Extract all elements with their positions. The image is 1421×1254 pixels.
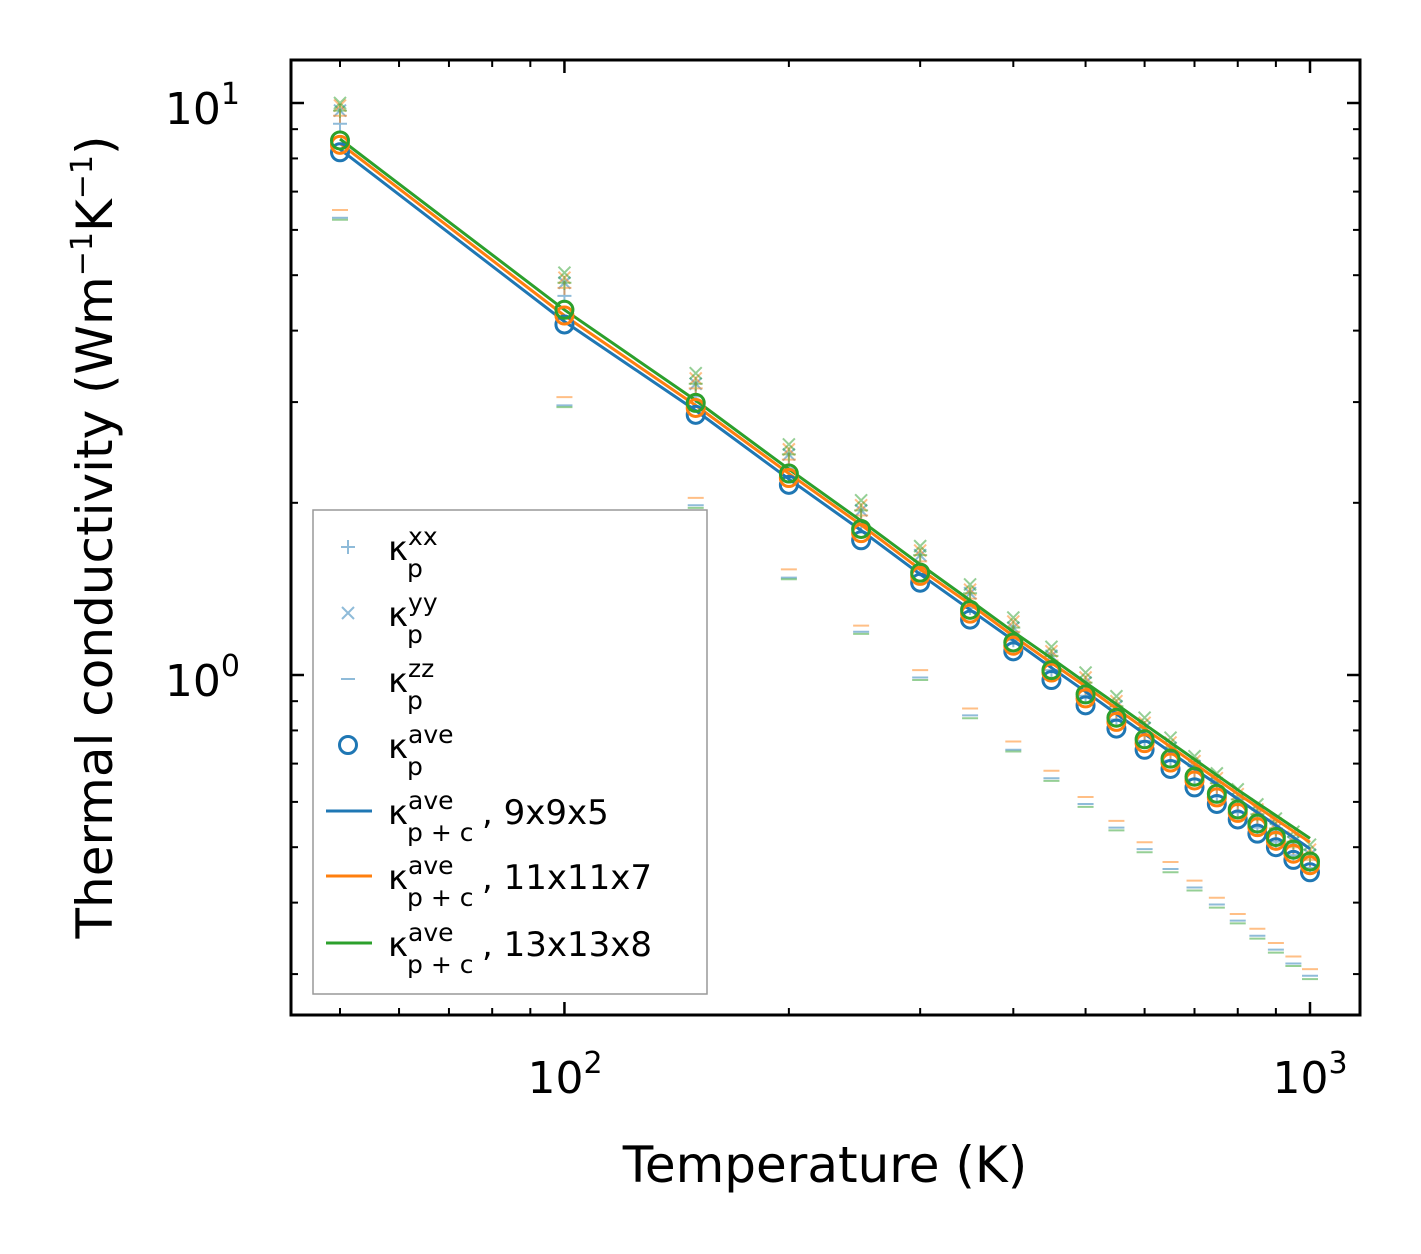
point-kyy-13x13x8-500: [1078, 665, 1093, 680]
point-kyy-13x13x8-350: [963, 577, 977, 592]
point-kave-11x11x7-100: [554, 305, 575, 326]
point-kave-13x13x8-250: [851, 518, 872, 539]
x-axis-label: Temperature (K): [622, 1136, 1027, 1194]
point-kave-9x9x5-100: [554, 314, 575, 335]
point-kave-9x9x5-650: [1160, 758, 1181, 779]
point-kave-9x9x5-550: [1106, 718, 1127, 739]
point-kave-13x13x8-800: [1227, 799, 1248, 820]
point-kave-9x9x5-200: [778, 474, 799, 495]
circles-kave-9x9x5: [330, 142, 1320, 883]
legend-marker-x: [341, 606, 355, 620]
legend-marker-plus: [341, 540, 355, 554]
point-kave-9x9x5-800: [1227, 809, 1248, 830]
point-kave-13x13x8-500: [1075, 684, 1096, 705]
point-kxx-13x13x8-100: [557, 275, 572, 290]
x-tick-label-100: 102: [527, 1046, 602, 1104]
point-kave-9x9x5-1000: [1300, 862, 1320, 883]
point-kave-13x13x8-450: [1041, 660, 1062, 681]
point-kyy-13x13x8-200: [782, 437, 796, 452]
point-kave-9x9x5-350: [960, 609, 981, 630]
legend-label-kzz: κzz p: [388, 654, 434, 715]
point-kave-9x9x5-150: [685, 404, 706, 425]
line-kpc-11x11x7: [339, 142, 1311, 844]
point-kave-13x13x8-100: [554, 299, 575, 320]
point-kave-13x13x8-200: [778, 463, 799, 484]
point-kave-13x13x8-850: [1247, 813, 1268, 834]
legend-label-kxx: κxx p: [388, 522, 438, 583]
point-kave-9x9x5-50: [330, 142, 350, 163]
point-kxx-13x13x8-200: [781, 447, 796, 462]
point-kave-13x13x8-750: [1206, 783, 1227, 804]
point-kave-9x9x5-400: [1003, 641, 1024, 662]
legend-marker-circle: [338, 735, 358, 755]
point-kave-9x9x5-300: [910, 572, 931, 593]
point-kave-13x13x8-150: [685, 392, 706, 413]
point-kyy-13x13x8-250: [854, 493, 868, 508]
point-kave-13x13x8-1000: [1300, 851, 1320, 872]
legend-label-kave: κave p: [388, 720, 454, 781]
y-axis-label: Thermal conductivity (Wm−1K−1): [65, 136, 124, 940]
point-kxx-13x13x8-150: [688, 376, 703, 391]
point-kxx-13x13x8-300: [913, 548, 928, 563]
point-kxx-13x13x8-50: [333, 103, 347, 118]
legend-label-kpc-3: κave p + c, 13x13x8: [388, 918, 652, 979]
point-kave-9x9x5-500: [1075, 695, 1096, 716]
point-kave-13x13x8-400: [1003, 632, 1024, 653]
legend-label-kyy: κyy p: [388, 588, 438, 649]
point-kave-13x13x8-650: [1160, 748, 1181, 769]
point-kave-9x9x5-450: [1041, 670, 1062, 691]
y-tick-label-10: 101: [165, 77, 240, 135]
point-kave-13x13x8-550: [1106, 707, 1127, 728]
axis-ticks: [291, 60, 1360, 1015]
line-kpc-13x13x8: [339, 137, 1311, 840]
point-kave-9x9x5-750: [1206, 793, 1227, 814]
point-kave-13x13x8-600: [1134, 729, 1155, 750]
circles-kave-13x13x8: [330, 130, 1320, 872]
point-kave-13x13x8-50: [330, 130, 350, 151]
point-kxx-13x13x8-250: [854, 503, 869, 518]
point-kxx-13x13x8-350: [963, 586, 978, 601]
point-kyy-13x13x8-300: [913, 539, 927, 553]
point-kave-9x9x5-250: [851, 530, 872, 551]
line-kpc-9x9x5: [339, 148, 1311, 850]
point-kave-9x9x5-700: [1184, 777, 1205, 798]
plot-frame: [289, 58, 1362, 1017]
plot-marks: [330, 96, 1320, 981]
legend-markers: [326, 540, 372, 945]
legend-box: [312, 509, 708, 995]
point-kyy-13x13x8-150: [689, 366, 703, 380]
point-kyy-13x13x8-450: [1044, 640, 1059, 654]
point-kave-13x13x8-300: [910, 562, 931, 583]
point-kave-13x13x8-900: [1265, 826, 1286, 847]
point-kave-13x13x8-350: [960, 599, 981, 620]
point-kave-9x9x5-600: [1134, 739, 1155, 760]
point-kave-13x13x8-700: [1184, 766, 1205, 787]
point-kave-9x9x5-850: [1247, 823, 1268, 844]
y-tick-label-1: 100: [165, 649, 240, 707]
point-kyy-13x13x8-650: [1163, 730, 1178, 745]
point-kyy-13x13x8-50: [333, 96, 347, 110]
point-kave-13x13x8-950: [1283, 839, 1304, 860]
point-kyy-13x13x8-400: [1006, 610, 1021, 625]
legend-label-kpc-2: κave p + c, 11x11x7: [388, 851, 652, 912]
point-kyy-13x13x8-100: [557, 266, 572, 280]
legend: κxx p κyy p κzz p κave p κave p + c, 9x9x5 κa…: [312, 509, 708, 995]
x-tick-label-1000: 103: [1272, 1046, 1347, 1104]
legend-label-kpc-1: κave p + c, 9x9x5: [388, 786, 609, 847]
